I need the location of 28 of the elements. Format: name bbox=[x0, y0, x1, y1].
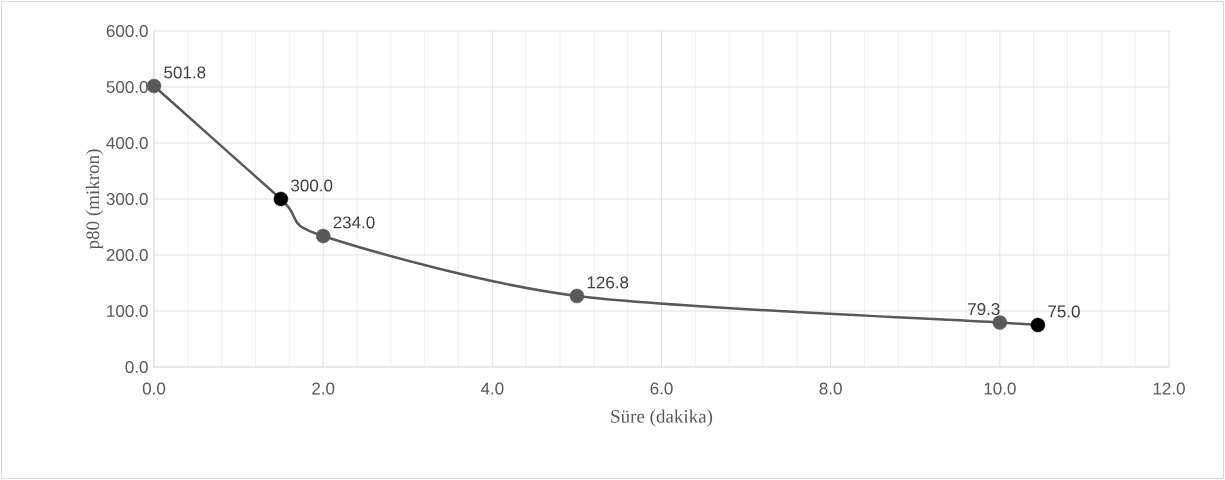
point bbox=[1030, 317, 1046, 333]
x-tick-label: 12.0 bbox=[1153, 382, 1185, 395]
y-tick-label: 300.0 bbox=[106, 192, 148, 206]
x-tick-label: 2.0 bbox=[312, 382, 335, 395]
y-tick-label: 500.0 bbox=[106, 80, 148, 94]
data-label: 501.8 bbox=[164, 66, 206, 79]
data-label: 75.0 bbox=[1048, 305, 1080, 318]
x-tick-label: 10.0 bbox=[984, 382, 1016, 395]
y-tick-label: 400.0 bbox=[106, 136, 148, 150]
y-tick-label: 0.0 bbox=[125, 360, 148, 374]
data-label: 126.8 bbox=[587, 276, 629, 289]
data-label: 234.0 bbox=[333, 216, 375, 229]
x-tick-label: 4.0 bbox=[480, 382, 504, 395]
point bbox=[273, 191, 289, 207]
y-tick-label: 100.0 bbox=[107, 304, 148, 318]
point bbox=[146, 78, 162, 94]
x-tick-label: 0.0 bbox=[142, 382, 166, 395]
y-axis-title: p80 (mikron) bbox=[85, 149, 104, 250]
data-label: 79.3 bbox=[968, 303, 1000, 316]
y-tick-label: 600.0 bbox=[106, 24, 148, 38]
point bbox=[992, 315, 1008, 330]
point bbox=[315, 228, 331, 244]
point bbox=[569, 288, 585, 304]
x-tick-label: 8.0 bbox=[819, 382, 842, 395]
data-label: 300.0 bbox=[291, 179, 333, 192]
x-tick-label: 6.0 bbox=[650, 382, 673, 395]
y-tick-label: 200.0 bbox=[106, 248, 148, 262]
x-axis-title: Süre (dakika) bbox=[611, 409, 713, 427]
